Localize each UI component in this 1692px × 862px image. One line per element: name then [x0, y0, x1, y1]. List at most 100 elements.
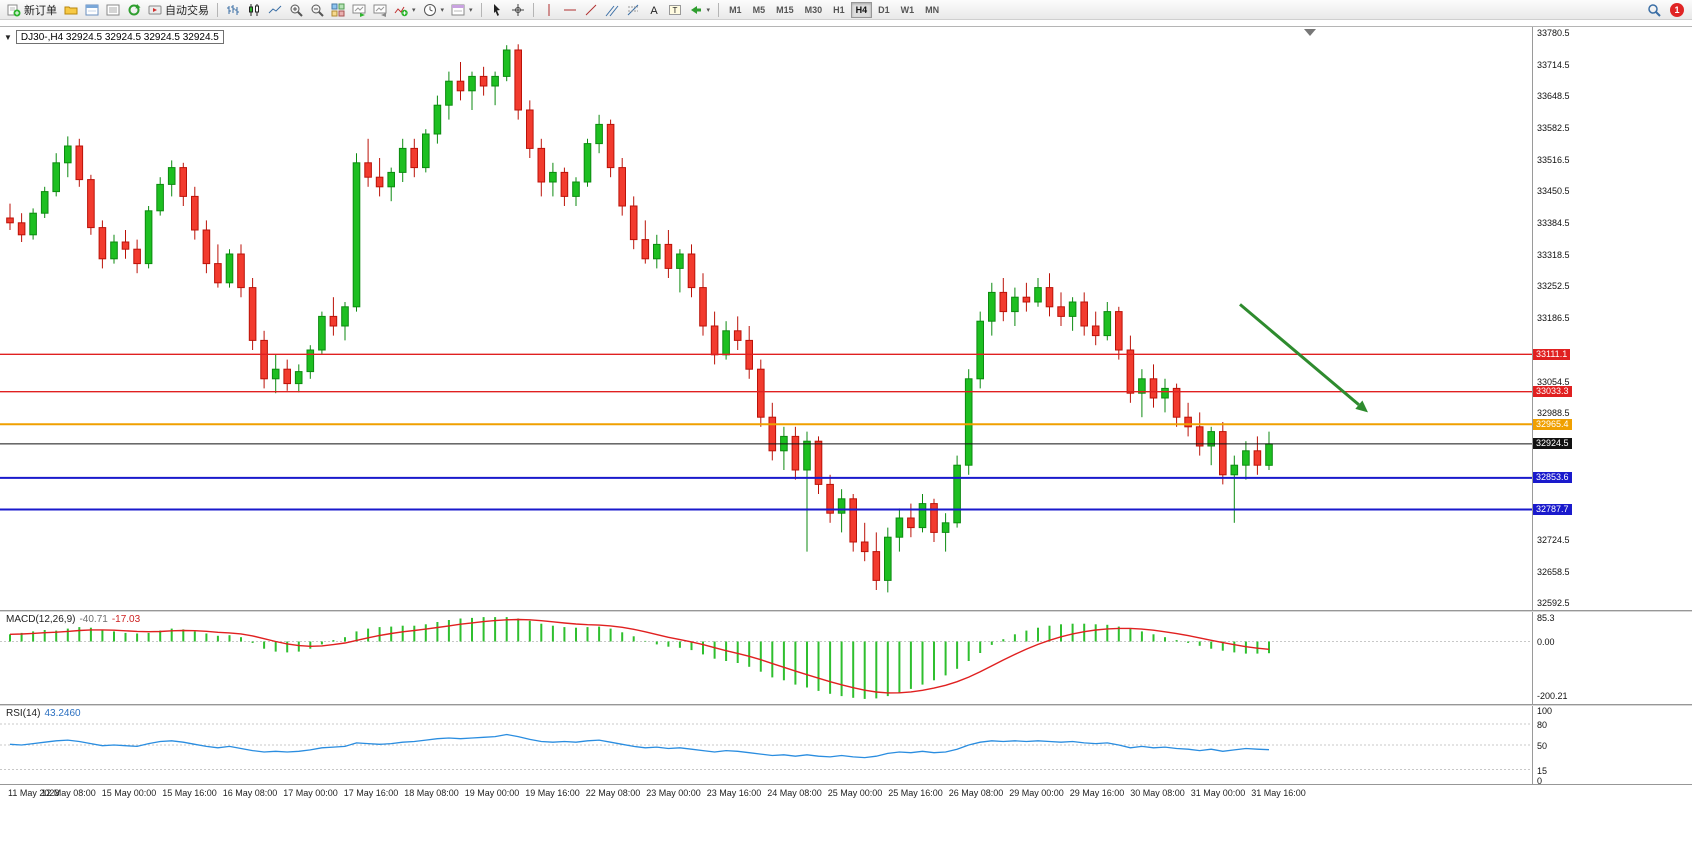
timeframe-button-m30[interactable]: M30: [804, 4, 823, 15]
search-button[interactable]: [1644, 1, 1664, 19]
indicators-icon: [394, 6, 408, 16]
chart-shift-button[interactable]: [370, 1, 390, 19]
price-tick: 33450.5: [1537, 186, 1570, 197]
main-chart[interactable]: ▼ DJ30-,H4 32924.5 32924.5 32924.5 32924…: [0, 27, 1533, 610]
price-axis[interactable]: 33780.5 33714.5 33648.5 33582.5 33516.5 33450…: [1533, 27, 1691, 610]
timeframe-button-m1[interactable]: M1: [729, 4, 742, 15]
vertical-line-icon: [548, 3, 550, 16]
data-window-button[interactable]: [103, 1, 123, 19]
time-label: 11 May 2023: [8, 788, 60, 798]
time-label: 23 May 16:00: [706, 788, 762, 798]
auto-trading-button[interactable]: 自动交易: [145, 1, 212, 19]
macd-panel[interactable]: MACD(12,26,9) -40.71 -17.03: [0, 612, 1533, 704]
candlestick-mode-button[interactable]: [244, 1, 264, 19]
time-label: 22 May 08:00: [585, 788, 641, 798]
time-label: 23 May 00:00: [646, 788, 701, 798]
new-order-label: 新订单: [24, 4, 57, 17]
time-label: 25 May 16:00: [888, 788, 943, 798]
crosshair-tool-button[interactable]: [508, 1, 528, 19]
auto-scroll-button[interactable]: [349, 1, 369, 19]
auto-scroll-icon: [352, 4, 366, 17]
channel-tool-button[interactable]: [602, 1, 622, 19]
timeframe-button-mn[interactable]: MN: [925, 4, 940, 15]
timeframe-button-m15[interactable]: M15: [776, 4, 794, 15]
rsi-panel[interactable]: RSI(14) 43.2460: [0, 706, 1533, 784]
chart-shift-marker: [1304, 29, 1316, 36]
search-icon: [1648, 3, 1661, 17]
line-chart-mode-button[interactable]: [265, 1, 285, 19]
rsi-axis: 100 80 50 15 0: [1533, 706, 1691, 784]
toolbar-separator: [718, 2, 720, 17]
timeframe-button-m5[interactable]: M5: [752, 4, 766, 15]
panel-separator[interactable]: [0, 704, 1692, 706]
label-tool-button[interactable]: T: [665, 1, 685, 19]
text-tool-button[interactable]: A: [644, 1, 664, 19]
periods-dropdown-icon: ▾: [440, 6, 445, 14]
price-tick: 32592.5: [1537, 598, 1570, 609]
new-order-button[interactable]: 新订单: [4, 1, 60, 19]
cursor-icon: [493, 3, 500, 16]
text-label-icon: T: [668, 4, 681, 15]
horizontal-line-tool-button[interactable]: [560, 1, 580, 19]
rsi-title: RSI(14): [6, 708, 41, 719]
auto-trading-icon: [148, 5, 162, 14]
bar-chart-icon: [227, 4, 239, 15]
macd-indicator-label: MACD(12,26,9) -40.71 -17.03: [6, 614, 140, 625]
panel-separator[interactable]: [0, 610, 1692, 612]
zoom-in-icon: [290, 4, 303, 17]
timeframe-button-h4[interactable]: H4: [850, 1, 873, 18]
zoom-out-icon: [311, 4, 324, 17]
macd-scale-label: 0.00: [1537, 636, 1555, 647]
cursor-tool-button[interactable]: [487, 1, 507, 19]
rsi-scale-label: 50: [1537, 741, 1548, 751]
timeframe-button-h1[interactable]: H1: [833, 4, 845, 15]
price-tick: 32988.5: [1537, 408, 1570, 419]
crosshair-icon: [511, 3, 524, 16]
price-tick: 33252.5: [1537, 281, 1570, 292]
market-watch-icon: [85, 4, 99, 15]
price-line-label: 32924.5: [1533, 438, 1572, 450]
tile-windows-button[interactable]: [328, 1, 348, 19]
toolbar-separator: [480, 2, 482, 17]
trendline-tool-button[interactable]: [581, 1, 601, 19]
rsi-scale-label: 0: [1537, 776, 1543, 784]
vertical-line-tool-button[interactable]: [539, 1, 559, 19]
candlestick-chart-svg: [0, 29, 1532, 593]
notification-badge[interactable]: 1: [1670, 2, 1684, 17]
time-axis[interactable]: 11 May 2023 12 May 08:00 15 May 00:00 15 Ma…: [0, 784, 1692, 802]
macd-chart-svg: [0, 617, 1532, 699]
fibonacci-tool-button[interactable]: [623, 1, 643, 19]
templates-dropdown-icon: ▾: [469, 6, 473, 14]
market-watch-button[interactable]: [82, 1, 102, 19]
rsi-chart-svg: [0, 723, 1532, 770]
auto-trading-label: 自动交易: [165, 4, 209, 17]
time-label: 24 May 08:00: [767, 788, 822, 798]
timeframe-button-d1[interactable]: D1: [878, 4, 890, 15]
candlestick-chart-icon: [249, 3, 259, 16]
navigator-button[interactable]: [124, 1, 144, 19]
shapes-tool-button[interactable]: ▾: [686, 1, 714, 19]
symbol-dropdown-icon[interactable]: ▼: [4, 32, 12, 42]
time-label: 25 May 00:00: [827, 788, 883, 798]
profiles-folder-icon: [64, 6, 78, 14]
equidistant-channel-icon: [605, 5, 618, 16]
zoom-out-button[interactable]: [307, 1, 327, 19]
zoom-in-button[interactable]: [286, 1, 306, 19]
templates-button[interactable]: ▾: [448, 1, 476, 19]
profiles-button[interactable]: [61, 1, 81, 19]
timeframe-button-w1[interactable]: W1: [900, 4, 915, 15]
rsi-value: 43.2460: [44, 708, 81, 719]
periods-button[interactable]: ▾: [420, 1, 448, 19]
periods-clock-icon: [423, 3, 436, 16]
time-label: 12 May 08:00: [41, 788, 96, 798]
bar-chart-mode-button[interactable]: [223, 1, 243, 19]
time-label: 19 May 16:00: [525, 788, 580, 798]
time-label: 17 May 16:00: [343, 788, 399, 798]
time-label: 29 May 00:00: [1009, 788, 1064, 798]
price-tick: 33384.5: [1537, 218, 1570, 229]
price-line-label: 32787.7: [1533, 504, 1572, 515]
rsi-scale-label: 80: [1537, 720, 1548, 730]
price-tick: 33582.5: [1537, 123, 1570, 133]
indicators-button[interactable]: ▾: [391, 1, 419, 19]
price-tick: 33714.5: [1537, 59, 1570, 70]
